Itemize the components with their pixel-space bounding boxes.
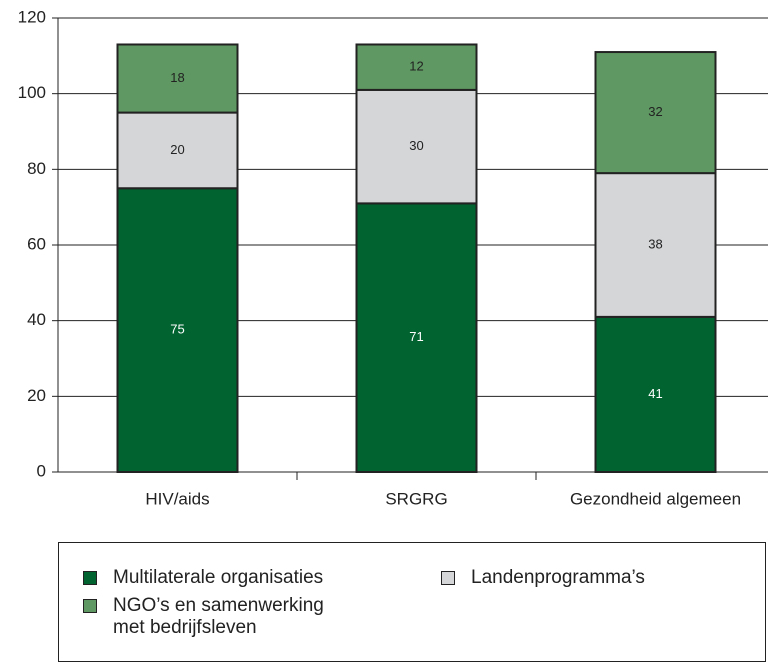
bar-segment	[355, 202, 478, 473]
bar-segment	[594, 315, 717, 473]
bar-segment	[594, 51, 717, 175]
data-label: 32	[648, 104, 662, 119]
data-label: 41	[648, 386, 662, 401]
legend-swatch	[83, 571, 97, 585]
x-tick-label: Gezondheid algemeen	[570, 489, 741, 508]
legend-label: NGO’s en samenwerking met bedrijfsleven	[113, 595, 324, 638]
data-label: 71	[409, 329, 423, 344]
data-label: 20	[170, 142, 184, 157]
data-label: 75	[170, 322, 184, 337]
x-tick-label: HIV/aids	[145, 489, 209, 508]
y-tick-label: 0	[37, 461, 46, 480]
legend-swatch	[83, 599, 97, 613]
bar-segment	[116, 43, 239, 114]
legend: Multilaterale organisaties Landenprogramm…	[58, 542, 766, 662]
x-tick-label: SRGRG	[385, 489, 447, 508]
data-label: 30	[409, 138, 423, 153]
data-label: 38	[648, 236, 662, 251]
data-label: 18	[170, 70, 184, 85]
bar-segment	[355, 88, 478, 205]
y-tick-label: 40	[27, 310, 46, 329]
y-tick-label: 60	[27, 234, 46, 253]
legend-label: Multilaterale organisaties	[113, 567, 324, 588]
bar-segment	[594, 172, 717, 318]
y-tick-label: 120	[18, 7, 46, 26]
chart: 0 20 40 60 80 100 120 HIV/aids SRGRG Gezondheid a…	[18, 7, 768, 508]
bar-segment	[355, 43, 478, 91]
legend-swatch	[441, 571, 455, 585]
y-tick-label: 100	[18, 83, 46, 102]
y-tick-label: 20	[27, 386, 46, 405]
legend-label: Landenprogramma’s	[471, 567, 645, 588]
data-label: 12	[409, 59, 423, 74]
y-tick-label: 80	[27, 159, 46, 178]
